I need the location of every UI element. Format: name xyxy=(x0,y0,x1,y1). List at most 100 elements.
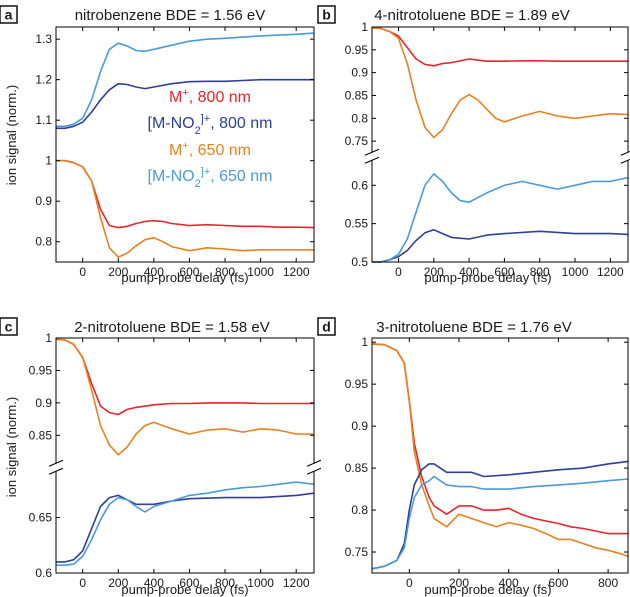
panel-d-ytick-label: 0.95 xyxy=(345,377,369,391)
legend-item-1-sub: 2 xyxy=(195,125,201,137)
panel-b-xtick-label: 0 xyxy=(395,265,402,279)
panel-c-upper-ytick-label: 0.9 xyxy=(35,396,52,410)
panel-b-xlabel: pump-probe delay (fs) xyxy=(424,270,551,285)
legend-item-1-sup: ]+ xyxy=(201,113,210,125)
panel-c-break-gap-left xyxy=(48,463,64,472)
panel-c-plot: 0 200 400 600 800 1000 1200 0.85 0.9 0.95 1 0.6 0.65 xyxy=(29,331,322,590)
panel-a-series-navy_mno2_800-2 xyxy=(56,78,314,130)
panel-d-xtick-label: 0 xyxy=(406,576,413,590)
panel-c-upper-ytick-label: 1 xyxy=(45,331,52,345)
panel-a-frame xyxy=(55,26,315,263)
panel-b-break-mark-right-upper xyxy=(620,150,630,156)
panel-b-upper-series-orange_m_650-1 xyxy=(371,27,629,139)
legend-item-3-sub: 2 xyxy=(195,178,201,190)
panel-d-ytick-label: 0.9 xyxy=(351,419,368,433)
panel-a-xlabel: pump-probe delay (fs) xyxy=(121,270,248,285)
panel-b-frame xyxy=(371,26,629,263)
legend-item-0-suffix: , 800 nm xyxy=(189,89,251,106)
panel-a-plot: 0 200 400 600 800 1000 1200 0.8 0.9 1 1.1 1.2 1.3 xyxy=(35,26,315,279)
panel-b-lower-ytick-label: 0.5 xyxy=(351,255,368,269)
panel-c-frame xyxy=(55,337,315,574)
panel-c-letter: c xyxy=(5,319,13,335)
panel-a-xtick-label: 200 xyxy=(108,265,128,279)
panel-b-xtick-label: 200 xyxy=(424,265,444,279)
panel-b-plot: 0 200 400 600 800 1000 1200 0.75 0.8 0.85 0.9 0.95 1… xyxy=(345,20,630,279)
panel-a-legend: M+, 800 nm[M-NO2]+, 800 nmM+, 650 nm[M-N… xyxy=(148,87,273,190)
panel-a-xtick-label: 1200 xyxy=(283,265,310,279)
panel-b-upper-ytick-label: 1 xyxy=(361,20,368,34)
panel-a-ytick-label: 1.2 xyxy=(35,73,52,87)
panel-d-ytick-label: 0.75 xyxy=(345,545,369,559)
panel-a-ytick-label: 1.1 xyxy=(35,113,52,127)
panel-a-ytick-label: 1 xyxy=(45,154,52,168)
panel-c-xlabel: pump-probe delay (fs) xyxy=(121,582,248,597)
panel-a-xtick-label: 0 xyxy=(79,265,86,279)
panel-b-break-mark-left-upper xyxy=(364,148,380,156)
panel-a-series-blue_mno2_650-3 xyxy=(56,32,315,128)
panel-c-xtick-label: 1200 xyxy=(283,576,310,590)
panel-a-xtick-label: 1000 xyxy=(247,265,274,279)
panel-b-letter: b xyxy=(322,7,331,23)
legend-item-2-label: M xyxy=(169,142,182,159)
panel-c-break-mark-left-lower xyxy=(48,467,64,475)
panel-c: c 2-nitrotoluene BDE = 1.58 eV 0 200 400 60… xyxy=(0,317,322,597)
panel-d-xtick-label: 600 xyxy=(548,576,568,590)
panel-b-upper-ytick-label: 0.75 xyxy=(345,134,369,148)
panel-a: a nitrobenzene BDE = 1.56 eV 0 200 400 600 8… xyxy=(0,5,315,285)
panel-c-xtick-label: 0 xyxy=(79,576,86,590)
legend-item-3-label: [M-NO xyxy=(148,168,195,185)
legend-item-2: M+, 650 nm xyxy=(169,140,251,159)
panel-c-letter-box xyxy=(0,317,18,336)
panel-c-ylabel: ion signal (norm.) xyxy=(4,397,19,497)
panel-d-letter: d xyxy=(322,319,331,335)
panel-d-xtick-label: 800 xyxy=(598,576,618,590)
panel-c-upper-ytick-label: 0.95 xyxy=(29,363,53,377)
panel-c-xtick-label: 600 xyxy=(179,576,199,590)
panel-c-xtick-label: 200 xyxy=(108,576,128,590)
panel-d-title: 3-nitrotoluene BDE = 1.76 eV xyxy=(376,319,572,336)
legend-item-0: M+, 800 nm xyxy=(169,87,251,106)
panel-b-xtick-label: 1200 xyxy=(597,265,624,279)
legend-item-2-sup: + xyxy=(182,140,188,152)
panel-b-xtick-label: 800 xyxy=(530,265,550,279)
panel-b: b 4-nitrotoluene BDE = 1.89 eV 0 200 400 60… xyxy=(317,5,630,285)
panel-a-letter-box xyxy=(0,5,18,24)
panel-a-xtick-label: 800 xyxy=(215,265,235,279)
panel-c-lower-ytick-label: 0.65 xyxy=(29,511,53,525)
panel-d-xlabel: pump-probe delay (fs) xyxy=(424,582,551,597)
panel-c-xtick-label: 1000 xyxy=(247,576,274,590)
panel-b-xtick-label: 600 xyxy=(494,265,514,279)
panel-c-xtick-label: 800 xyxy=(215,576,235,590)
panel-b-break-gap-left xyxy=(364,152,380,161)
panel-b-lower-ytick-label: 0.6 xyxy=(351,178,368,192)
panel-d-series-blue_mno2_650-3 xyxy=(371,475,629,570)
panel-c-title: 2-nitrotoluene BDE = 1.58 eV xyxy=(74,319,270,336)
panel-d-series-orange_m_650-1 xyxy=(371,343,629,557)
panel-c-break-mark-right-upper xyxy=(306,459,322,467)
panel-b-lower-series-blue_mno2_650-1 xyxy=(372,173,629,263)
panel-a-ylabel: ion signal (norm.) xyxy=(4,85,19,185)
panel-d-xtick-label: 400 xyxy=(499,576,519,590)
panel-d-letter-box xyxy=(317,317,336,336)
panel-d-xtick-label: 200 xyxy=(449,576,469,590)
panel-c-lower-series-blue_mno2_650-1 xyxy=(56,481,315,566)
panel-a-ytick-label: 0.8 xyxy=(35,235,52,249)
panel-d-ytick-label: 0.85 xyxy=(345,461,369,475)
panel-c-lower-ytick-label: 0.6 xyxy=(35,566,52,580)
panel-b-break-gap-right xyxy=(620,152,630,161)
panel-c-upper-ytick-label: 0.85 xyxy=(29,428,53,442)
panel-a-xtick-label: 600 xyxy=(179,265,199,279)
panel-a-ytick-label: 0.9 xyxy=(35,194,52,208)
panel-b-upper-ytick-label: 0.85 xyxy=(345,88,369,102)
legend-item-1-label: [M-NO xyxy=(148,115,195,132)
panel-a-series-orange_m_650-1 xyxy=(56,159,314,258)
panel-c-lower-series-navy_mno2_800-0 xyxy=(56,492,315,563)
panel-c-break-gap-right xyxy=(306,463,322,472)
panel-b-upper-ytick-label: 0.95 xyxy=(345,43,369,57)
panel-a-title: nitrobenzene BDE = 1.56 eV xyxy=(75,7,266,24)
legend-item-0-sup: + xyxy=(182,87,188,99)
panel-b-lower-ytick-label: 0.55 xyxy=(345,217,369,231)
panel-c-break-mark-left-upper xyxy=(48,459,64,467)
panel-d-plot: 0 200 400 600 800 0.75 0.8 0.85 0.9 0.95 1 xyxy=(345,335,629,590)
